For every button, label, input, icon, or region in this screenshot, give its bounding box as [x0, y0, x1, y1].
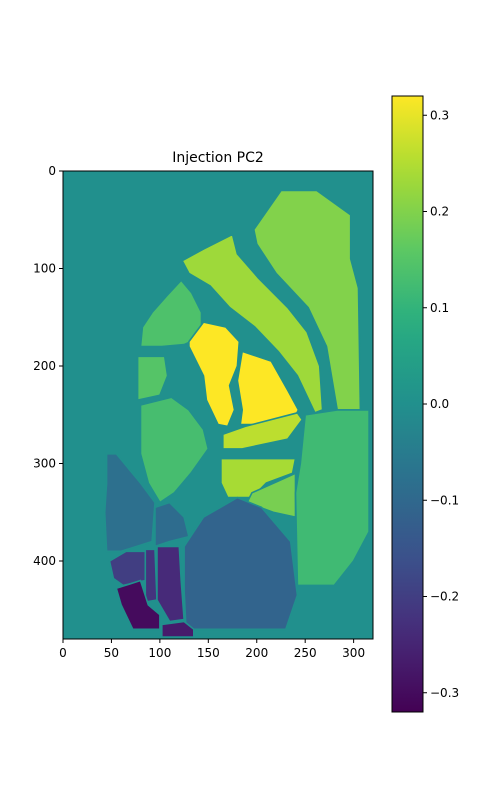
- heatmap-region-8: [220, 457, 297, 499]
- plot-area: [63, 171, 373, 639]
- x-tick-label: 200: [245, 646, 268, 660]
- heatmap-region-16: [156, 545, 185, 623]
- y-tick-label: 200: [33, 359, 56, 373]
- colorbar-gradient: [391, 95, 424, 713]
- heatmap-region-2: [139, 279, 203, 348]
- heatmap-region-15: [144, 548, 158, 603]
- colorbar-tick-label: −0.2: [430, 590, 459, 604]
- heatmap-region-10: [294, 409, 370, 587]
- colorbar-tick-label: 0.0: [430, 397, 449, 411]
- heatmap-region-17: [115, 579, 161, 631]
- colorbar-tick-label: 0.3: [430, 108, 449, 122]
- colorbar: −0.3 −0.2 −0.1 0.0 0.1 0.2 0.3: [391, 95, 459, 713]
- heatmap-region-12: [154, 501, 190, 548]
- heatmap-region-7: [139, 396, 210, 504]
- heatmap-region-18: [161, 620, 195, 638]
- heatmap-region-5: [136, 355, 169, 401]
- x-tick-label: 300: [342, 646, 365, 660]
- x-tick-label: 50: [104, 646, 119, 660]
- colorbar-tick-label: 0.1: [430, 301, 449, 315]
- colorbar-tick-label: −0.3: [430, 686, 459, 700]
- colorbar-tick-label: −0.1: [430, 493, 459, 507]
- heatmap-region-6: [222, 411, 304, 450]
- y-tick-label: 300: [33, 457, 56, 471]
- axes-frame: [62, 170, 374, 640]
- x-tick-label: 150: [197, 646, 220, 660]
- y-tick-label: 0: [48, 164, 56, 178]
- axes: 0 50 100 150 200 250 300 0 100 200 300 400: [33, 164, 374, 660]
- x-tick-label: 250: [294, 646, 317, 660]
- heatmap-region-11: [103, 452, 156, 553]
- y-tick-label: 400: [33, 554, 56, 568]
- heatmap-region-13: [183, 496, 299, 631]
- colorbar-tick-label: 0.2: [430, 205, 449, 219]
- heatmap-region-3: [188, 321, 241, 428]
- heatmap-region-1: [181, 233, 324, 414]
- chart-title: Injection PC2: [172, 150, 264, 166]
- x-tick-label: 0: [59, 646, 67, 660]
- y-tick-label: 100: [33, 262, 56, 276]
- x-tick-label: 100: [148, 646, 171, 660]
